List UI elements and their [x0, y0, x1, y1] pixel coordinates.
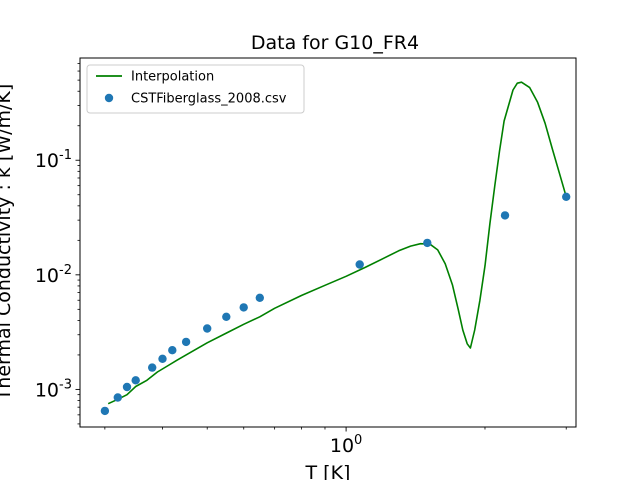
data-point [222, 312, 231, 321]
legend-entry-interpolation: Interpolation [131, 70, 214, 85]
legend-box [86, 64, 305, 114]
y-tick-label: 10-2 [35, 263, 72, 287]
data-point [562, 192, 571, 201]
data-point [181, 337, 191, 347]
data-point [122, 382, 132, 392]
legend-marker-swatch [104, 93, 114, 103]
y-axis-label: Thermal Conductivity : k [W/m/K] [0, 84, 15, 402]
legend: Interpolation CSTFiberglass_2008.csv [86, 64, 305, 114]
data-point [100, 406, 110, 416]
data-point [148, 363, 157, 372]
axis-ticks: 100 10-3 10-2 10-1 [35, 62, 567, 457]
data-point [168, 346, 177, 355]
plot-area [100, 81, 571, 416]
data-point [255, 293, 264, 302]
x-tick-label: 100 [330, 433, 362, 457]
x-axis-label: T [K] [305, 462, 351, 480]
interpolation-line [107, 81, 567, 405]
chart-title: Data for G10_FR4 [251, 32, 419, 54]
legend-entry-csv: CSTFiberglass_2008.csv [131, 92, 287, 107]
data-point [423, 238, 432, 248]
data-point [239, 303, 248, 312]
data-point [203, 324, 212, 333]
y-tick-label: 10-3 [35, 377, 72, 401]
axes-frame [79, 57, 577, 428]
data-point [500, 211, 510, 220]
y-tick-label: 10-1 [35, 148, 72, 172]
data-point [113, 393, 123, 402]
data-point [355, 260, 364, 269]
data-point [131, 376, 140, 385]
data-point [158, 354, 167, 363]
